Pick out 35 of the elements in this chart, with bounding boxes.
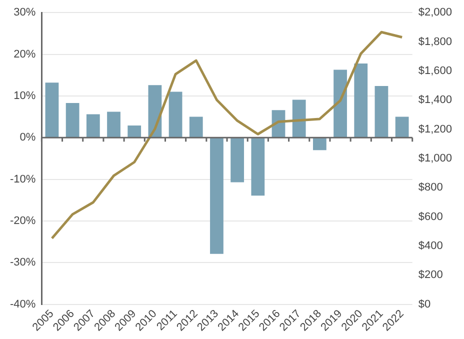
y2-tick-label: $0 xyxy=(418,298,431,310)
y2-tick-label: $2,000 xyxy=(418,6,452,19)
y2-tick-label: $1,600 xyxy=(418,64,452,77)
y2-tick-label: $1,400 xyxy=(418,94,452,106)
y2-tick-label: $200 xyxy=(418,269,443,282)
bar xyxy=(354,63,368,138)
bar xyxy=(230,138,244,182)
bar xyxy=(334,70,347,138)
bar xyxy=(395,116,409,138)
y-tick-label: -40% xyxy=(10,298,36,310)
y-tick-label: 0% xyxy=(20,132,36,144)
y2-tick-label: $600 xyxy=(418,210,443,223)
bar xyxy=(66,103,80,138)
y2-tick-label: $1,800 xyxy=(418,36,452,48)
y2-tick-label: $1,200 xyxy=(418,123,452,136)
y-tick-label: 10% xyxy=(14,90,36,102)
y-tick-label: -20% xyxy=(10,215,36,228)
bar xyxy=(107,112,120,138)
bar xyxy=(128,126,142,138)
y-tick-label: -30% xyxy=(10,256,36,269)
y2-tick-label: $1,000 xyxy=(418,152,452,165)
y2-tick-label: $400 xyxy=(418,240,443,252)
bar xyxy=(251,138,265,196)
bar xyxy=(292,100,306,138)
bar xyxy=(374,86,388,138)
y2-tick-label: $800 xyxy=(418,182,443,194)
bar xyxy=(312,138,326,150)
y-tick-label: -10% xyxy=(10,173,36,186)
y-tick-label: 20% xyxy=(14,48,36,60)
y-tick-label: 30% xyxy=(14,6,36,19)
bar xyxy=(210,138,224,254)
bar xyxy=(45,82,59,138)
bar xyxy=(189,116,203,138)
bar xyxy=(168,92,182,138)
bar xyxy=(86,114,100,138)
